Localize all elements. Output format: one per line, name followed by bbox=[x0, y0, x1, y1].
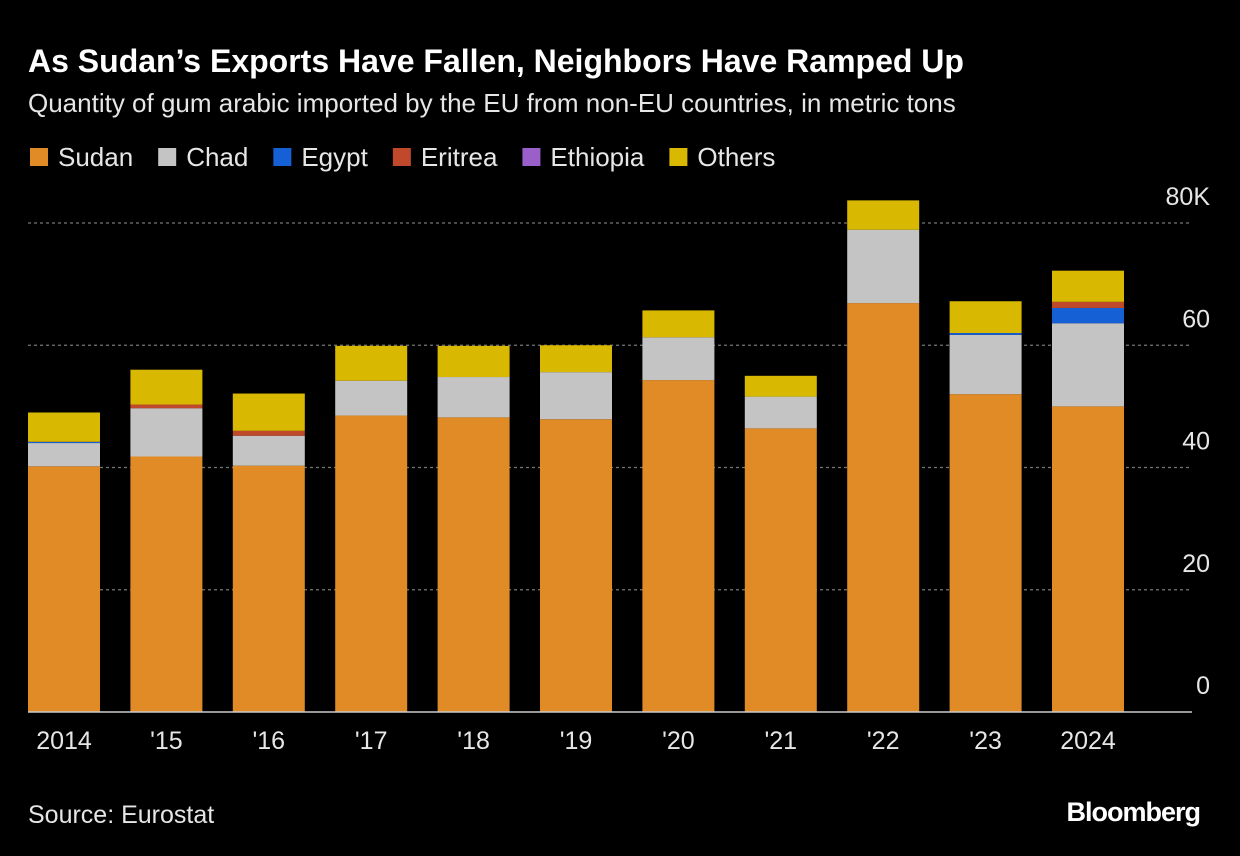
bar-segment bbox=[744, 428, 817, 712]
x-tick-label: '15 bbox=[150, 727, 183, 755]
bar-segment bbox=[437, 417, 510, 712]
legend-swatch bbox=[522, 148, 541, 166]
bar-segment bbox=[949, 333, 1022, 335]
bar-segment bbox=[335, 380, 408, 416]
y-tick-label: 0 bbox=[1196, 672, 1210, 700]
y-tick-label: 40 bbox=[1182, 428, 1210, 456]
bar-segment bbox=[1052, 406, 1124, 712]
y-tick-label: 60 bbox=[1182, 305, 1210, 333]
x-tick-label: '16 bbox=[253, 727, 286, 755]
bar-segment bbox=[847, 303, 920, 712]
bar-segment bbox=[28, 466, 100, 712]
bar-segment bbox=[744, 396, 817, 429]
legend-label: Sudan bbox=[58, 142, 133, 172]
bar-segment bbox=[642, 337, 715, 381]
x-tick-label: '21 bbox=[765, 727, 798, 755]
bar-segment bbox=[232, 465, 305, 712]
legend-label: Egypt bbox=[301, 142, 368, 172]
x-tick-label: 2014 bbox=[36, 727, 92, 755]
bar-segment bbox=[130, 404, 203, 409]
legend-label: Eritrea bbox=[421, 142, 498, 172]
bar-segment bbox=[28, 443, 100, 467]
bar-segment bbox=[232, 435, 305, 466]
x-tick-label: '17 bbox=[355, 727, 388, 755]
bar-segment bbox=[335, 345, 408, 381]
bar-segment bbox=[540, 419, 612, 712]
bar-segment bbox=[28, 441, 100, 444]
chart-subtitle: Quantity of gum arabic imported by the E… bbox=[28, 88, 956, 118]
bar-segment bbox=[847, 229, 920, 304]
brand: Bloomberg bbox=[1066, 797, 1200, 827]
chart-title: As Sudan’s Exports Have Fallen, Neighbor… bbox=[28, 43, 964, 79]
bar-segment bbox=[1052, 323, 1124, 407]
legend-swatch bbox=[669, 148, 688, 166]
legend-swatch bbox=[392, 148, 411, 166]
legend-swatch bbox=[30, 148, 48, 166]
bar-segment bbox=[232, 430, 305, 436]
bar-segment bbox=[540, 372, 612, 420]
x-tick-label: 2024 bbox=[1060, 727, 1116, 755]
bar-segment bbox=[949, 334, 1022, 395]
x-tick-label: '20 bbox=[662, 727, 695, 755]
bar-segment bbox=[130, 456, 203, 712]
bar-segment bbox=[335, 415, 408, 712]
legend-label: Ethiopia bbox=[550, 142, 644, 172]
bar-segment bbox=[130, 369, 203, 405]
legend-swatch bbox=[273, 148, 292, 166]
bar-segment bbox=[232, 393, 305, 431]
bar-segment bbox=[847, 200, 920, 230]
legend-label: Chad bbox=[186, 142, 248, 172]
source: Source: Eurostat bbox=[28, 801, 214, 829]
bar-segment bbox=[540, 345, 612, 373]
bar-segment bbox=[642, 310, 715, 338]
bar-segment bbox=[642, 380, 715, 712]
bar-segment bbox=[1052, 270, 1124, 302]
legend-label: Others bbox=[697, 142, 775, 172]
x-tick-label: '22 bbox=[867, 727, 900, 755]
y-tick-label: 80K bbox=[1166, 183, 1211, 211]
bar-segment bbox=[1052, 307, 1124, 324]
bar-segment bbox=[28, 412, 100, 442]
legend-swatch bbox=[158, 148, 177, 166]
x-tick-label: '23 bbox=[969, 727, 1002, 755]
bar-segment bbox=[1052, 301, 1124, 308]
bar-segment bbox=[744, 375, 817, 397]
bar-segment bbox=[437, 377, 510, 418]
bar-segment bbox=[949, 394, 1022, 712]
bar-segment bbox=[130, 408, 203, 457]
bar-segment bbox=[949, 301, 1022, 334]
y-tick-label: 20 bbox=[1182, 550, 1210, 578]
bar-segment bbox=[437, 345, 510, 378]
x-tick-label: '18 bbox=[457, 727, 490, 755]
x-tick-label: '19 bbox=[560, 727, 593, 755]
